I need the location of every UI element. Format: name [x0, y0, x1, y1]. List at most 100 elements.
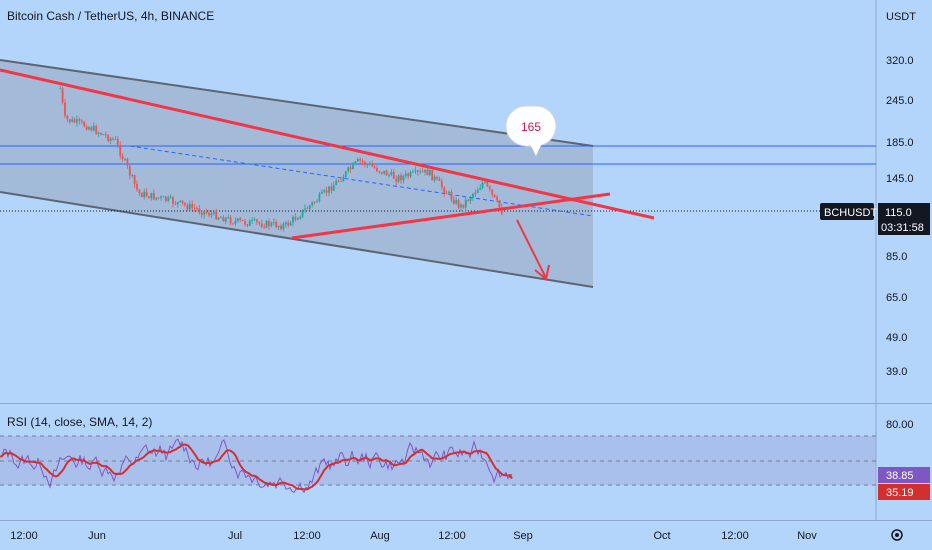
candle[interactable] — [126, 159, 129, 166]
candles[interactable] — [59, 86, 503, 232]
candle[interactable] — [162, 196, 165, 198]
candle[interactable] — [498, 200, 501, 208]
candle[interactable] — [227, 217, 230, 219]
candle[interactable] — [270, 222, 273, 227]
candle[interactable] — [140, 193, 143, 198]
candle[interactable] — [253, 219, 256, 221]
price-axis[interactable] — [876, 0, 932, 550]
candle[interactable] — [92, 126, 95, 131]
candle[interactable] — [184, 203, 186, 205]
candle[interactable] — [313, 202, 316, 203]
candle[interactable] — [392, 171, 395, 179]
candle[interactable] — [234, 220, 237, 224]
candle[interactable] — [368, 163, 371, 165]
candle[interactable] — [145, 191, 148, 197]
candle[interactable] — [167, 197, 170, 201]
candle[interactable] — [88, 127, 90, 130]
channel-lower-line[interactable] — [0, 191, 594, 288]
candle[interactable] — [220, 217, 222, 219]
candle[interactable] — [306, 208, 309, 210]
candle[interactable] — [109, 138, 112, 141]
red-ascending-trendline[interactable] — [291, 192, 611, 240]
candle[interactable] — [337, 180, 340, 182]
candle[interactable] — [385, 170, 388, 176]
rsi-ma-line[interactable] — [0, 443, 513, 491]
descending-channel[interactable] — [0, 60, 593, 287]
candle[interactable] — [361, 160, 364, 162]
candle[interactable] — [275, 222, 278, 228]
candle[interactable] — [424, 169, 426, 173]
candle[interactable] — [488, 186, 491, 190]
candle[interactable] — [128, 165, 131, 176]
candle[interactable] — [342, 177, 345, 182]
candle[interactable] — [404, 173, 407, 176]
candle[interactable] — [296, 218, 299, 220]
candle[interactable] — [318, 193, 321, 202]
candle[interactable] — [366, 164, 369, 166]
candle[interactable] — [428, 169, 431, 176]
candle[interactable] — [320, 191, 323, 194]
candle[interactable] — [176, 202, 179, 205]
candle[interactable] — [186, 204, 189, 210]
candle[interactable] — [124, 159, 126, 160]
candle[interactable] — [198, 208, 201, 213]
candle[interactable] — [200, 212, 203, 215]
candle[interactable] — [148, 196, 150, 199]
candle[interactable] — [450, 191, 453, 200]
candle[interactable] — [301, 209, 304, 217]
candle[interactable] — [397, 175, 400, 182]
candle[interactable] — [493, 194, 496, 198]
candle[interactable] — [352, 163, 354, 170]
candle[interactable] — [407, 173, 410, 177]
candle[interactable] — [258, 222, 261, 224]
candle[interactable] — [217, 217, 220, 220]
candle[interactable] — [244, 220, 246, 225]
candle[interactable] — [59, 88, 62, 90]
regression-dashed-line[interactable] — [129, 145, 594, 217]
candle[interactable] — [251, 220, 254, 221]
candle[interactable] — [378, 171, 381, 173]
candle[interactable] — [232, 223, 234, 225]
candle[interactable] — [390, 171, 393, 175]
candle[interactable] — [328, 186, 330, 193]
candle[interactable] — [460, 204, 462, 208]
candle[interactable] — [426, 169, 429, 176]
candle[interactable] — [364, 161, 366, 165]
candle[interactable] — [222, 217, 225, 222]
candle[interactable] — [260, 223, 263, 227]
candle[interactable] — [479, 187, 482, 190]
candle[interactable] — [416, 170, 419, 172]
candle[interactable] — [340, 181, 342, 182]
candle[interactable] — [464, 199, 467, 208]
candle[interactable] — [311, 202, 314, 206]
candle[interactable] — [248, 220, 251, 226]
candle[interactable] — [280, 225, 282, 230]
candle[interactable] — [90, 127, 93, 131]
candle[interactable] — [402, 175, 405, 181]
candle[interactable] — [246, 224, 249, 226]
candle[interactable] — [215, 211, 218, 220]
candle[interactable] — [80, 120, 83, 122]
candle[interactable] — [455, 200, 458, 204]
candle[interactable] — [443, 187, 446, 194]
candle[interactable] — [304, 208, 306, 210]
candle[interactable] — [212, 211, 215, 214]
candle[interactable] — [323, 190, 326, 192]
candle[interactable] — [239, 218, 242, 221]
candle[interactable] — [457, 200, 460, 208]
candle[interactable] — [169, 197, 172, 199]
candle[interactable] — [359, 158, 362, 161]
candle[interactable] — [481, 182, 484, 188]
candle[interactable] — [155, 197, 158, 200]
candle[interactable] — [436, 176, 438, 179]
candle[interactable] — [440, 180, 443, 188]
candle[interactable] — [203, 211, 206, 215]
candle[interactable] — [383, 170, 386, 174]
projection-arrow[interactable] — [516, 219, 547, 279]
candle[interactable] — [299, 216, 302, 219]
candle[interactable] — [414, 170, 417, 172]
candle[interactable] — [143, 191, 146, 198]
candle[interactable] — [400, 175, 402, 181]
candle[interactable] — [160, 196, 162, 199]
candle[interactable] — [116, 139, 119, 145]
